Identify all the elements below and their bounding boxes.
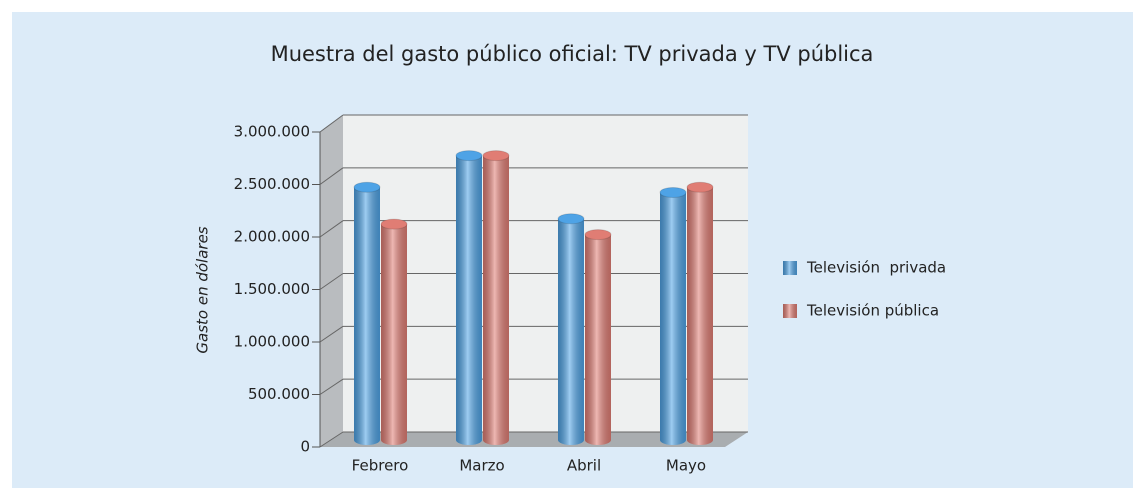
bar-shine xyxy=(354,187,380,440)
grid-line xyxy=(319,114,344,133)
legend-label: Televisión privada xyxy=(806,259,946,277)
y-tick-label: 3.000.000 xyxy=(234,123,310,141)
x-tick-label: Mayo xyxy=(666,457,706,475)
bar xyxy=(584,229,612,445)
bar-top xyxy=(482,150,510,162)
y-tick-label: 1.500.000 xyxy=(234,280,310,298)
y-axis-label: Gasto en dólares xyxy=(194,226,212,353)
bar-top xyxy=(353,181,381,193)
x-tick-label: Febrero xyxy=(352,457,409,475)
floor xyxy=(320,432,748,447)
bar xyxy=(380,218,408,445)
x-tick-label: Marzo xyxy=(459,457,504,475)
bar xyxy=(455,150,483,445)
bar xyxy=(353,181,381,445)
bar-shine xyxy=(585,234,611,440)
chart-title: Muestra del gasto público oficial: TV pr… xyxy=(271,42,874,66)
y-tick-label: 0 xyxy=(300,438,310,456)
grid-line xyxy=(319,167,344,185)
y-tick-label: 2.000.000 xyxy=(234,228,310,246)
bar-top xyxy=(659,186,687,198)
bar-shine xyxy=(456,155,482,440)
legend-label: Televisión pública xyxy=(806,302,939,320)
bar xyxy=(686,181,714,445)
bar-top xyxy=(380,218,408,230)
bar-top xyxy=(686,181,714,193)
bar-top xyxy=(557,213,585,225)
bar-shine xyxy=(558,218,584,440)
y-tick-label: 500.000 xyxy=(248,385,310,403)
grid-line xyxy=(319,431,344,448)
bar-top xyxy=(455,150,483,162)
grid-line xyxy=(319,273,344,290)
legend-swatch-shine xyxy=(783,261,797,275)
bar xyxy=(482,150,510,445)
bar-shine xyxy=(687,187,713,440)
y-tick-label: 2.500.000 xyxy=(234,175,310,193)
grid-line xyxy=(319,220,344,238)
y-tick-label: 1.000.000 xyxy=(234,333,310,351)
grid-line xyxy=(319,378,344,395)
x-tick-label: Abril xyxy=(567,457,601,475)
bar-top xyxy=(584,229,612,241)
bar xyxy=(557,213,585,445)
bar-shine xyxy=(381,224,407,440)
bar-shine xyxy=(483,155,509,440)
legend-swatch-shine xyxy=(783,304,797,318)
bar xyxy=(659,186,687,445)
bar-shine xyxy=(660,192,686,440)
grid-line xyxy=(319,325,344,343)
